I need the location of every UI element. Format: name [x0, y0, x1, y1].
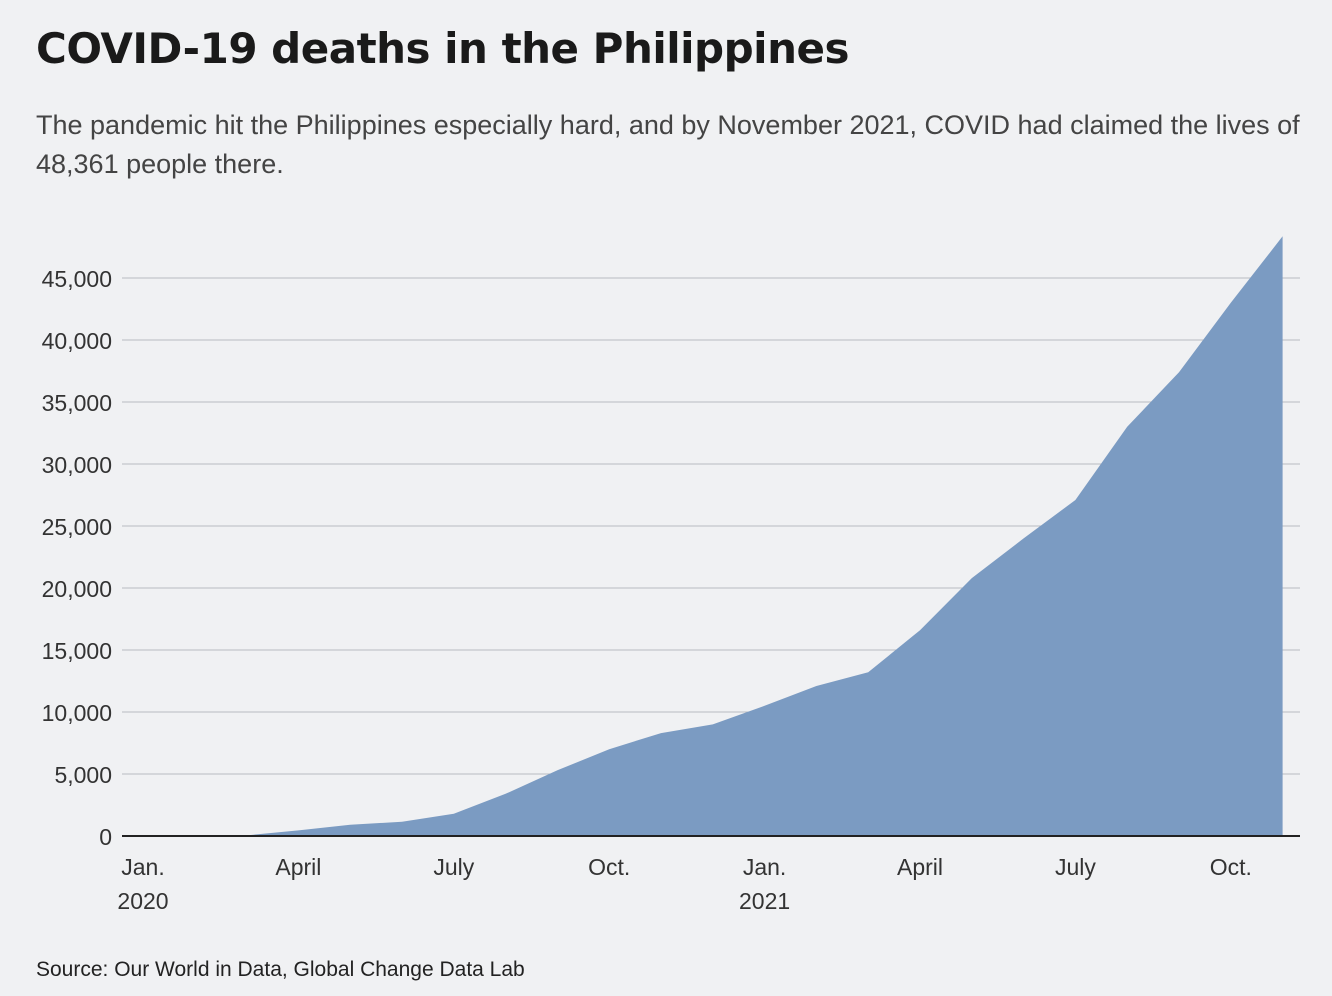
- chart-subtitle: The pandemic hit the Philippines especia…: [36, 110, 1300, 179]
- x-tick-label: Jan.: [743, 854, 786, 880]
- x-axis-ticks: Jan. 2020 April July Oct. Jan. 2021 April July Oc…: [117, 854, 1251, 914]
- deaths-area: [143, 236, 1283, 837]
- x-tick-year-label: 2021: [739, 888, 790, 914]
- y-axis-ticks: 0 5,000 10,000 15,000 20,000 25,000 30,000 35,0…: [42, 266, 112, 850]
- y-tick-label: 10,000: [42, 700, 112, 726]
- x-tick-label: July: [1055, 854, 1096, 880]
- chart-title: COVID-19 deaths in the Philippines: [36, 24, 849, 73]
- y-tick-label: 25,000: [42, 514, 112, 540]
- x-tick-label: April: [275, 854, 321, 880]
- y-tick-label: 45,000: [42, 266, 112, 292]
- source-note: Source: Our World in Data, Global Change…: [36, 958, 525, 981]
- area-series: [143, 236, 1283, 837]
- y-tick-label: 5,000: [54, 762, 112, 788]
- y-tick-label: 40,000: [42, 328, 112, 354]
- x-tick-label: Oct.: [1210, 854, 1252, 880]
- y-tick-label: 0: [99, 824, 112, 850]
- x-tick-label: Oct.: [588, 854, 630, 880]
- x-tick-label: July: [433, 854, 474, 880]
- y-tick-label: 30,000: [42, 452, 112, 478]
- y-tick-label: 35,000: [42, 390, 112, 416]
- x-tick-label: April: [897, 854, 943, 880]
- x-tick-year-label: 2020: [117, 888, 168, 914]
- y-tick-label: 15,000: [42, 638, 112, 664]
- x-tick-label: Jan.: [121, 854, 164, 880]
- y-tick-label: 20,000: [42, 576, 112, 602]
